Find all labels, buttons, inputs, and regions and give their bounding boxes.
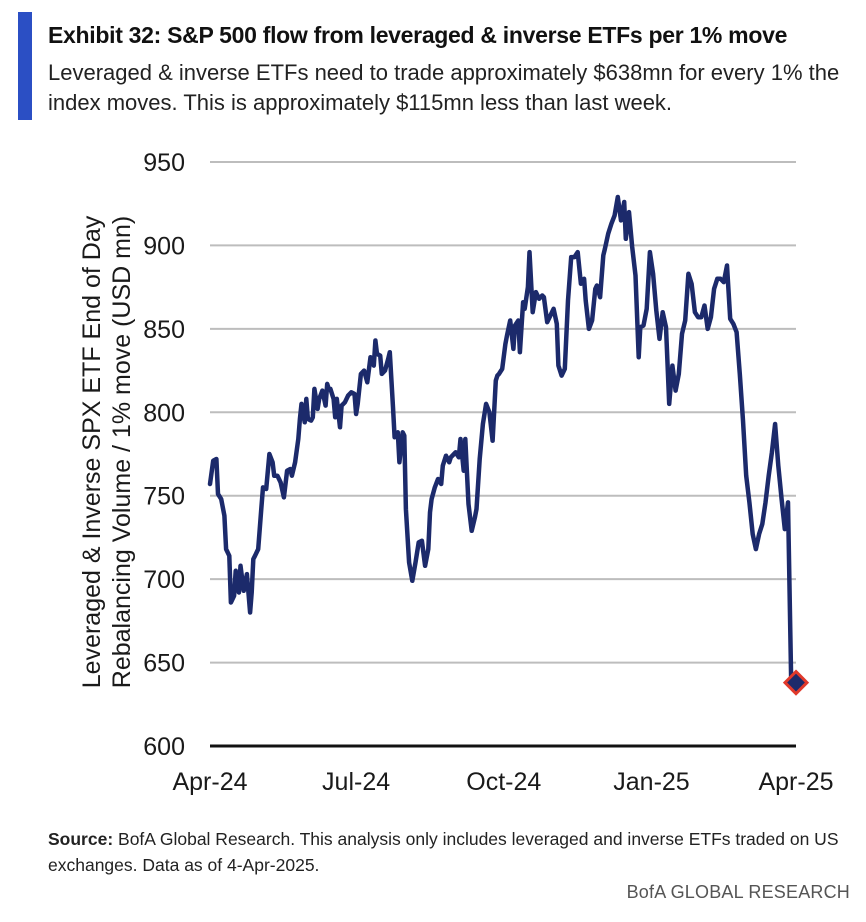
x-tick-label: Apr-24 <box>172 768 247 796</box>
y-tick-label: 850 <box>143 316 185 344</box>
series-layer <box>207 194 794 685</box>
series-line <box>207 194 794 685</box>
accent-bar <box>18 12 32 120</box>
y-axis-label: Leveraged & Inverse SPX ETF End of Day R… <box>78 215 136 688</box>
y-axis-label-line1: Leveraged & Inverse SPX ETF End of Day <box>78 215 106 688</box>
page-subtitle: Leveraged & inverse ETFs need to trade a… <box>48 60 840 115</box>
annotation-layer <box>782 669 810 696</box>
y-axis-ticks: 950 900 850 800 750 700 650 600 <box>143 149 185 761</box>
source-note: Source: BofA Global Research. This analy… <box>48 826 848 878</box>
grid-lines <box>210 161 796 664</box>
y-tick-label: 750 <box>143 483 185 511</box>
source-label: Source: <box>48 829 114 849</box>
y-tick-label: 900 <box>143 232 185 260</box>
x-axis-ticks: Apr-24 Jul-24 Oct-24 Jan-25 Apr-25 <box>172 768 833 796</box>
latest-point-marker <box>782 669 810 696</box>
brand-footer: BofA GLOBAL RESEARCH <box>626 882 850 902</box>
x-tick-label: Jul-24 <box>322 768 390 796</box>
y-tick-label: 800 <box>143 399 185 427</box>
y-tick-label: 600 <box>143 733 185 761</box>
source-text: BofA Global Research. This analysis only… <box>48 829 839 875</box>
x-tick-label: Oct-24 <box>466 768 541 796</box>
y-axis-label-line2: Rebalancing Volume / 1% move (USD mn) <box>108 216 136 688</box>
page-title: Exhibit 32: S&P 500 flow from leveraged … <box>48 22 788 48</box>
y-tick-label: 700 <box>143 566 185 594</box>
y-tick-label: 650 <box>143 650 185 678</box>
x-tick-label: Jan-25 <box>613 768 689 796</box>
y-tick-label: 950 <box>143 149 185 177</box>
x-tick-label: Apr-25 <box>758 768 833 796</box>
